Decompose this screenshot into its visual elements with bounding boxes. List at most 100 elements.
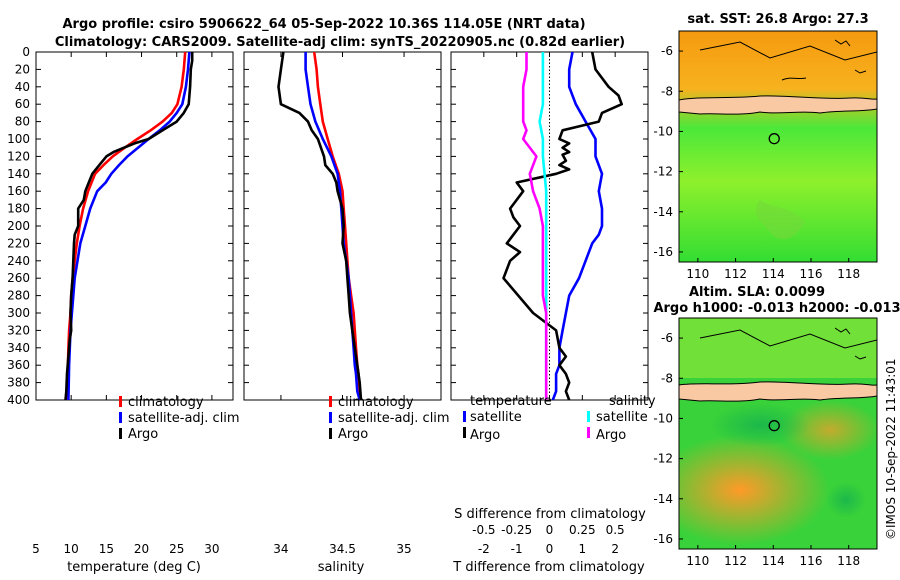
legend-satellite-label: satellite-adj. clim [128, 411, 240, 426]
sst-map-title: sat. SST: 26.8 Argo: 27.3 [687, 12, 868, 27]
legend-satellite-swatch [329, 412, 332, 423]
sst-map-panel: sat. SST: 26.8 Argo: 27.3 110 112 114 116 11… [653, 12, 878, 281]
legend-salinity-title: salinity [609, 394, 656, 409]
lat-tick-label: -10 [653, 411, 673, 425]
argo-float-marker [768, 420, 780, 432]
legend-climatology-swatch [119, 396, 122, 407]
legend-temperature-title: temperature [470, 394, 552, 409]
series-line-t-satellite [551, 51, 604, 401]
y-tick-label: 220 [7, 236, 30, 250]
lat-tick-label: -10 [653, 124, 673, 138]
y-tick-label: 40 [15, 80, 30, 94]
series-line-argo [64, 52, 194, 401]
series-line-argo [277, 51, 363, 401]
temperature-xlabel: temperature (deg C) [67, 560, 201, 575]
lat-tick-label: -14 [653, 205, 673, 219]
lon-tick-label: 110 [686, 554, 709, 568]
s-tick-label: 0.5 [606, 523, 625, 537]
y-tick-label: 240 [7, 254, 30, 268]
y-tick-label: 60 [15, 97, 30, 111]
sst-heatmap [679, 31, 877, 262]
difference-legend: temperature satellite Argo salinity sate… [463, 394, 656, 443]
difference-panel: -2 -1 0 1 2 T difference from climatology S … [450, 51, 656, 575]
figure-title-line1: Argo profile: csiro 5906622_64 05-Sep-20… [62, 17, 585, 32]
lon-tick-label: 118 [837, 554, 860, 568]
legend-satellite-label: satellite-adj. clim [338, 411, 450, 426]
lat-tick-label: -6 [661, 331, 673, 345]
legend-t-satellite-label: satellite [470, 410, 522, 425]
argo-float-marker [768, 133, 780, 145]
salinity-panel: 34 34.5 35 salinity climatology satellite-… [243, 51, 450, 575]
y-tick-label: 100 [7, 132, 30, 146]
x-tick-label: 10 [64, 542, 79, 556]
sla-low-anomaly-east [826, 482, 866, 518]
x-tick-label: 15 [99, 542, 114, 556]
sst-contour [699, 41, 877, 61]
s-tick-label: -0.25 [501, 523, 532, 537]
temperature-axes-box [35, 51, 234, 401]
s-difference-xlabel: S difference from climatology [454, 507, 646, 522]
salinity-xlabel: salinity [318, 560, 365, 575]
x-tick-label: 34 [273, 542, 288, 556]
temperature-panel: 5 10 15 20 25 3002040608010012014016018020022… [7, 45, 240, 575]
y-tick-label: 140 [7, 167, 30, 181]
timestamp: ©IMOS 10-Sep-2022 11:43:01 [884, 358, 898, 540]
y-tick-label: 360 [7, 358, 30, 372]
figure-title-line2: Climatology: CARS2009. Satellite-adj cli… [55, 35, 625, 50]
lon-tick-label: 116 [800, 554, 823, 568]
legend-argo-label: Argo [338, 427, 368, 442]
lat-tick-label: -6 [661, 44, 673, 58]
sla-island-outline [834, 327, 867, 360]
y-tick-label: 400 [7, 393, 30, 407]
y-tick-label: 0 [22, 45, 30, 59]
sla-map-title-line1: Altim. SLA: 0.0099 [689, 285, 825, 300]
lon-tick-label: 112 [724, 267, 747, 281]
legend-s-argo-label: Argo [596, 428, 626, 443]
y-tick-label: 380 [7, 376, 30, 390]
legend-climatology-label: climatology [128, 395, 204, 410]
x-tick-label: 25 [169, 542, 184, 556]
x-tick-label: 0 [546, 542, 554, 556]
lon-tick-label: 118 [837, 267, 860, 281]
y-tick-label: 320 [7, 323, 30, 337]
java-landmass [679, 95, 877, 115]
legend-t-satellite-swatch [463, 411, 466, 422]
sla-map-frame [678, 317, 878, 550]
legend-climatology-label: climatology [338, 395, 414, 410]
sla-map-panel: Altim. SLA: 0.0099 Argo h1000: -0.013 h2… [653, 285, 900, 568]
legend-argo-swatch [329, 428, 332, 439]
y-tick-label: 160 [7, 184, 30, 198]
s-tick-label: -0.5 [472, 523, 495, 537]
x-tick-label: -2 [478, 542, 490, 556]
x-tick-label: 1 [579, 542, 587, 556]
y-tick-label: 260 [7, 271, 30, 285]
lon-tick-label: 112 [724, 554, 747, 568]
legend-s-satellite-swatch [587, 411, 590, 422]
lat-tick-label: -12 [653, 452, 673, 466]
legend-satellite-swatch [119, 412, 122, 423]
legend-s-satellite-label: satellite [596, 410, 648, 425]
x-tick-label: 35 [396, 542, 411, 556]
lat-tick-label: -8 [661, 84, 673, 98]
sla-field-north [679, 318, 877, 378]
sst-coast-detail [781, 77, 807, 81]
salinity-legend: climatology satellite-adj. clim Argo [329, 395, 450, 442]
lon-tick-label: 116 [800, 267, 823, 281]
lat-tick-label: -8 [661, 371, 673, 385]
lat-tick-label: -14 [653, 492, 673, 506]
s-tick-label: 0 [546, 523, 554, 537]
x-tick-label: 5 [32, 542, 40, 556]
y-tick-label: 280 [7, 289, 30, 303]
java-landmass [679, 381, 877, 402]
y-tick-label: 120 [7, 149, 30, 163]
x-tick-label: 20 [134, 542, 149, 556]
y-tick-label: 80 [15, 115, 30, 129]
series-line-satellite-adj-clim [304, 52, 361, 401]
y-tick-label: 200 [7, 219, 30, 233]
y-tick-label: 20 [15, 62, 30, 76]
lat-tick-label: -16 [653, 532, 673, 546]
lon-tick-label: 114 [762, 554, 785, 568]
legend-t-argo-label: Argo [470, 428, 500, 443]
legend-climatology-swatch [329, 396, 332, 407]
